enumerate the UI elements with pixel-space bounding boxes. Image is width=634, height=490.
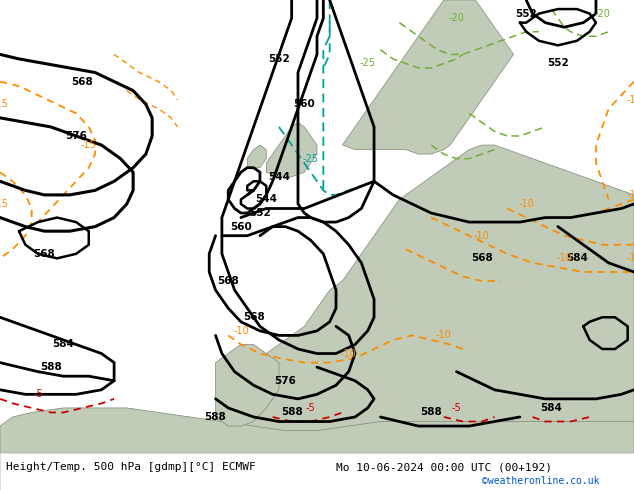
Polygon shape <box>247 145 266 168</box>
Polygon shape <box>216 344 279 426</box>
Polygon shape <box>216 145 634 453</box>
Text: -15: -15 <box>0 99 8 109</box>
Text: -15: -15 <box>81 140 97 150</box>
Text: 584: 584 <box>566 253 588 263</box>
Text: 560: 560 <box>230 221 252 232</box>
Text: -15: -15 <box>626 95 634 105</box>
Polygon shape <box>0 408 634 453</box>
Text: 544: 544 <box>256 195 277 204</box>
Text: -10: -10 <box>626 253 634 263</box>
Text: -5: -5 <box>306 403 316 413</box>
Text: 552: 552 <box>249 208 271 218</box>
Text: 552: 552 <box>268 54 290 64</box>
Text: -5: -5 <box>451 403 462 413</box>
Text: 584: 584 <box>541 403 562 413</box>
Text: 568: 568 <box>34 249 55 259</box>
Text: Mo 10-06-2024 00:00 UTC (00+192): Mo 10-06-2024 00:00 UTC (00+192) <box>336 462 552 472</box>
Text: 584: 584 <box>53 340 74 349</box>
Text: 576: 576 <box>65 131 87 141</box>
Text: -10: -10 <box>233 326 249 336</box>
Text: -10: -10 <box>341 348 356 359</box>
Polygon shape <box>266 122 317 177</box>
Text: 568: 568 <box>217 276 239 286</box>
Text: 568: 568 <box>471 253 493 263</box>
Text: ©weatheronline.co.uk: ©weatheronline.co.uk <box>482 476 599 486</box>
Text: -5: -5 <box>33 390 43 399</box>
Text: 568: 568 <box>72 76 93 87</box>
Text: 552: 552 <box>547 58 569 69</box>
Text: -10: -10 <box>519 199 534 209</box>
Text: 560: 560 <box>294 99 315 109</box>
Text: -10: -10 <box>474 231 489 241</box>
Text: 588: 588 <box>420 408 442 417</box>
Text: -10: -10 <box>557 253 572 263</box>
Text: 568: 568 <box>243 312 264 322</box>
Text: -10: -10 <box>436 330 451 341</box>
Text: 588: 588 <box>40 362 61 372</box>
Text: 544: 544 <box>268 172 290 182</box>
Text: 552: 552 <box>515 9 537 19</box>
Text: -20: -20 <box>448 13 465 23</box>
Text: 588: 588 <box>205 412 226 422</box>
Text: -15: -15 <box>0 199 8 209</box>
Text: -25: -25 <box>302 154 319 164</box>
Text: -10: -10 <box>626 190 634 200</box>
Text: 576: 576 <box>275 376 296 386</box>
Text: -20: -20 <box>594 9 611 19</box>
Polygon shape <box>342 0 514 154</box>
Text: -25: -25 <box>359 58 376 69</box>
Text: Height/Temp. 500 hPa [gdmp][°C] ECMWF: Height/Temp. 500 hPa [gdmp][°C] ECMWF <box>6 462 256 472</box>
Text: 588: 588 <box>281 408 302 417</box>
